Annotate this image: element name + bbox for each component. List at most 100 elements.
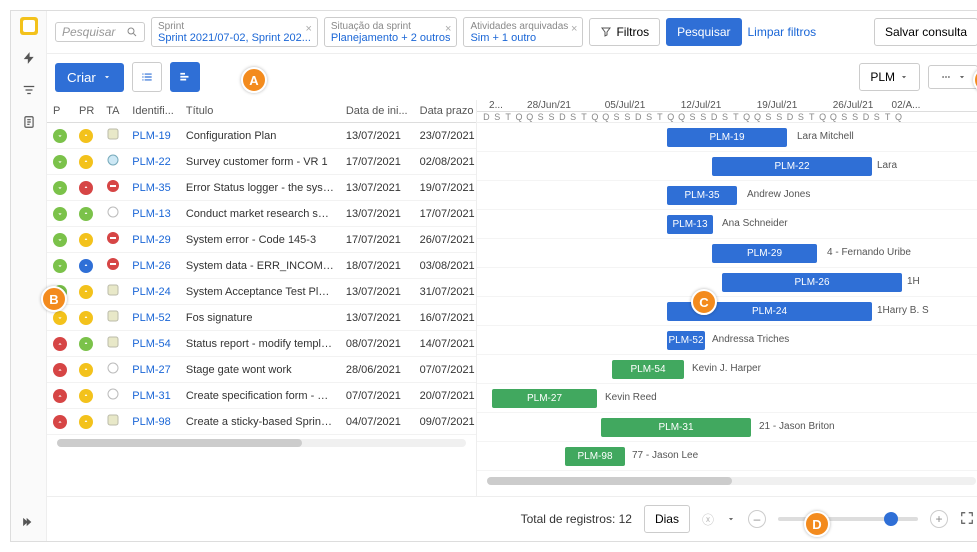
- chip-close-icon[interactable]: ×: [445, 23, 451, 35]
- cell-title: Fos signature: [180, 305, 340, 331]
- table-row[interactable]: PLM-24 System Acceptance Test Plan - ...…: [47, 279, 477, 305]
- cell-id[interactable]: PLM-52: [126, 305, 180, 331]
- cell-due: 14/07/2021: [414, 331, 477, 357]
- col-title[interactable]: Título: [180, 100, 340, 123]
- gantt-bar[interactable]: PLM-26: [722, 273, 902, 292]
- cell-pr: [73, 383, 100, 409]
- save-query-button[interactable]: Salvar consulta: [874, 18, 977, 46]
- search-button[interactable]: Pesquisar: [666, 18, 741, 46]
- cell-pr: [73, 279, 100, 305]
- table-row[interactable]: PLM-27 Stage gate wont work 28/06/2021 0…: [47, 357, 477, 383]
- gantt-bar[interactable]: PLM-27: [492, 389, 597, 408]
- gantt-bar[interactable]: PLM-52: [667, 331, 705, 350]
- table-row[interactable]: PLM-13 Conduct market research surveys 1…: [47, 201, 477, 227]
- list-view-button[interactable]: [132, 62, 162, 92]
- cell-id[interactable]: PLM-27: [126, 357, 180, 383]
- cell-id[interactable]: PLM-35: [126, 175, 180, 201]
- chip-close-icon[interactable]: ×: [571, 23, 577, 35]
- cell-due: 17/07/2021: [414, 201, 477, 227]
- col-pr[interactable]: PR: [73, 100, 100, 123]
- gantt-bar[interactable]: PLM-13: [667, 215, 713, 234]
- day-header: Q: [665, 112, 676, 122]
- gantt-bar[interactable]: PLM-22: [712, 157, 872, 176]
- plm-dropdown[interactable]: PLM: [859, 63, 920, 91]
- cell-start: 13/07/2021: [340, 175, 414, 201]
- cell-id[interactable]: PLM-31: [126, 383, 180, 409]
- gantt-bar[interactable]: PLM-29: [712, 244, 817, 263]
- gantt-row: PLM-52Andressa Triches: [477, 326, 977, 355]
- cell-id[interactable]: PLM-54: [126, 331, 180, 357]
- day-header: S: [795, 112, 806, 122]
- scale-clear-icon[interactable]: ⓧ: [702, 511, 714, 528]
- cell-id[interactable]: PLM-22: [126, 149, 180, 175]
- table-row[interactable]: PLM-52 Fos signature 13/07/2021 16/07/20…: [47, 305, 477, 331]
- gantt-weeks-header: 2...28/Jun/2105/Jul/2112/Jul/2119/Jul/21…: [477, 100, 977, 112]
- gantt-bar[interactable]: PLM-35: [667, 186, 737, 205]
- day-header: Q: [817, 112, 828, 122]
- gantt-hscroll[interactable]: [487, 477, 976, 485]
- col-due[interactable]: Data prazo: [414, 100, 477, 123]
- table-row[interactable]: PLM-22 Survey customer form - VR 1 17/07…: [47, 149, 477, 175]
- cell-ta: [100, 253, 126, 279]
- annotation-callout: A: [241, 67, 267, 93]
- bolt-icon[interactable]: [20, 49, 38, 67]
- gantt-assignee: Lara: [877, 160, 897, 171]
- chip-value: Sim + 1 outro: [470, 32, 576, 44]
- view-options-dropdown[interactable]: [928, 65, 977, 89]
- create-button[interactable]: Criar: [55, 63, 124, 92]
- gantt-view-button[interactable]: [170, 62, 200, 92]
- filter-chip[interactable]: Situação da sprintPlanejamento + 2 outro…: [324, 17, 458, 47]
- cell-pr: [73, 201, 100, 227]
- search-input[interactable]: Pesquisar: [55, 22, 145, 42]
- cell-start: 07/07/2021: [340, 383, 414, 409]
- cell-id[interactable]: PLM-24: [126, 279, 180, 305]
- gantt-bar[interactable]: PLM-31: [601, 418, 751, 437]
- search-icon: [126, 26, 138, 38]
- table-row[interactable]: PLM-19 Configuration Plan 13/07/2021 23/…: [47, 123, 477, 149]
- zoom-in-icon[interactable]: +: [930, 510, 948, 528]
- clear-filters-link[interactable]: Limpar filtros: [748, 25, 817, 39]
- zoom-out-icon[interactable]: –: [748, 510, 766, 528]
- table-row[interactable]: PLM-29 System error - Code 145-3 17/07/2…: [47, 227, 477, 253]
- day-header: T: [806, 112, 817, 122]
- scale-dropdown[interactable]: Dias: [644, 505, 690, 533]
- zoom-slider[interactable]: [778, 517, 918, 521]
- table-row[interactable]: PLM-31 Create specification form - New .…: [47, 383, 477, 409]
- table-row[interactable]: PLM-54 Status report - modify template .…: [47, 331, 477, 357]
- cell-id[interactable]: PLM-98: [126, 409, 180, 435]
- cell-id[interactable]: PLM-13: [126, 201, 180, 227]
- col-ident[interactable]: Identifi...: [126, 100, 180, 123]
- cell-p: [47, 409, 73, 435]
- gantt-row: PLM-35Andrew Jones: [477, 181, 977, 210]
- col-p[interactable]: P: [47, 100, 73, 123]
- clipboard-icon[interactable]: [20, 113, 38, 131]
- gantt-assignee: 4 - Fernando Uribe: [827, 247, 911, 258]
- table-row[interactable]: PLM-98 Create a sticky-based Sprint Ba..…: [47, 409, 477, 435]
- filters-button[interactable]: Filtros: [589, 18, 660, 46]
- fullscreen-icon[interactable]: [960, 511, 974, 528]
- day-header: D: [861, 112, 872, 122]
- gantt-bar[interactable]: PLM-19: [667, 128, 787, 147]
- cell-title: Survey customer form - VR 1: [180, 149, 340, 175]
- cell-id[interactable]: PLM-26: [126, 253, 180, 279]
- col-ta[interactable]: TA: [100, 100, 126, 123]
- expand-nav-icon[interactable]: [20, 513, 38, 531]
- chevron-down-icon[interactable]: [726, 514, 736, 524]
- cell-start: 17/07/2021: [340, 227, 414, 253]
- chip-close-icon[interactable]: ×: [305, 23, 311, 35]
- col-start[interactable]: Data de ini...: [340, 100, 414, 123]
- table-row[interactable]: PLM-26 System data - ERR_INCOMPLE... 18/…: [47, 253, 477, 279]
- filter-icon[interactable]: [20, 81, 38, 99]
- day-header: S: [492, 112, 503, 122]
- table-row[interactable]: PLM-35 Error Status logger - the system …: [47, 175, 477, 201]
- cell-id[interactable]: PLM-19: [126, 123, 180, 149]
- gantt-bar[interactable]: PLM-98: [565, 447, 625, 466]
- table-hscroll[interactable]: [57, 439, 466, 447]
- cell-id[interactable]: PLM-29: [126, 227, 180, 253]
- filter-chip[interactable]: Atividades arquivadasSim + 1 outro×: [463, 17, 583, 47]
- day-header: S: [535, 112, 546, 122]
- gantt-bar[interactable]: PLM-54: [612, 360, 684, 379]
- issues-table: P PR TA Identifi... Título Data de ini..…: [47, 100, 477, 435]
- week-header: 2...: [481, 100, 511, 111]
- filter-chip[interactable]: SprintSprint 2021/07-02, Sprint 202...×: [151, 17, 318, 47]
